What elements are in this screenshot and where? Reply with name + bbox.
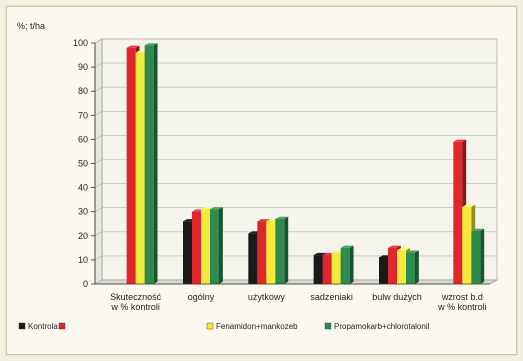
bar-front <box>340 247 350 284</box>
gridline-depth <box>94 279 103 285</box>
bar <box>210 207 223 284</box>
gridline-depth <box>94 111 103 116</box>
bar-top <box>201 207 214 210</box>
gridline-depth <box>94 86 103 92</box>
bar-front <box>406 252 415 284</box>
y-tick-label: 30 <box>78 207 88 217</box>
bar-top <box>210 207 223 210</box>
bar-top <box>275 216 289 219</box>
bar-top <box>144 43 158 46</box>
legend-item: Propamokarb+chlorotalonil <box>324 322 430 331</box>
legend-swatch <box>206 322 214 330</box>
x-tick-label: bulw dużych <box>372 292 422 302</box>
gridline-depth <box>94 207 103 212</box>
y-tick-label: 90 <box>78 62 88 72</box>
bar-top <box>340 245 354 248</box>
y-tick-label: 10 <box>78 255 88 265</box>
bar-top <box>126 45 140 48</box>
bar-front <box>126 47 136 284</box>
bar-front <box>379 257 388 284</box>
x-tick-label: wzrost b.d w % kontroli <box>437 292 487 312</box>
legend-label: Fenamidon+mankozeb <box>216 322 298 331</box>
gridline-depth <box>94 38 103 44</box>
legend-item <box>58 322 66 330</box>
bar <box>406 250 419 284</box>
y-tick-label: 40 <box>78 183 88 193</box>
bar-chart: 0 10 20 30 40 50 60 70 80 90 100 %; t/ha Skutecznoś… <box>17 21 499 331</box>
bar-front <box>471 230 481 284</box>
bar-front <box>266 221 276 284</box>
bar-side <box>349 245 354 284</box>
bar-front <box>192 211 201 284</box>
legend-swatch <box>58 322 66 330</box>
bar <box>275 216 289 284</box>
y-tick-label: 60 <box>78 134 88 144</box>
bar-front <box>183 221 192 284</box>
gridline-depth <box>94 231 103 237</box>
legend-swatch <box>18 322 26 330</box>
bar-top <box>257 219 271 222</box>
bar-side <box>284 216 289 284</box>
bar <box>471 228 485 284</box>
bar <box>340 245 354 284</box>
chart-frame: 0 10 20 30 40 50 60 70 80 90 100 %; t/ha Skutecznoś… <box>6 6 517 355</box>
legend-item: Fenamidon+mankozeb <box>206 322 298 331</box>
x-tick-label: Skuteczność w % kontroli <box>110 292 162 312</box>
y-tick-label: 50 <box>78 159 88 169</box>
bar-front <box>257 221 267 284</box>
bar-front <box>322 255 332 284</box>
bar <box>144 43 158 285</box>
legend-item: Kontrola <box>18 322 58 331</box>
y-axis-unit-label: %; t/ha <box>17 21 45 31</box>
bar-front <box>248 233 258 284</box>
gridline-depth <box>94 135 103 140</box>
legend-swatch <box>324 322 332 330</box>
y-tick-label: 80 <box>78 86 88 96</box>
bar-front <box>201 209 210 284</box>
bar-top <box>313 252 327 256</box>
bar-side <box>415 250 419 284</box>
gridline-depth <box>94 183 103 188</box>
bar-front <box>275 218 285 284</box>
bar-front <box>397 250 406 284</box>
bar-top <box>471 228 485 231</box>
bar-front <box>462 206 472 284</box>
bar-top <box>388 245 401 248</box>
x-tick-label: użytkowy <box>248 292 286 302</box>
bar-front <box>210 209 219 284</box>
legend-label: Kontrola <box>28 322 58 331</box>
x-tick-label: ogólny <box>188 292 215 302</box>
bar-top <box>406 250 419 253</box>
x-tick-label: sadzeniaki <box>310 292 353 302</box>
y-tick-label: 100 <box>73 38 88 48</box>
bar-side <box>153 43 158 285</box>
gridline-depth <box>94 62 103 68</box>
bar-front <box>313 255 323 284</box>
y-tick-label: 20 <box>78 231 88 241</box>
gridline-depth <box>94 159 103 164</box>
gridline-depth <box>94 255 103 261</box>
y-tick-label: 0 <box>83 279 88 289</box>
bar-front <box>453 141 463 284</box>
bar-front <box>331 252 341 284</box>
y-tick-label: 70 <box>78 110 88 120</box>
bar-front <box>388 247 397 284</box>
bar-top <box>453 139 467 142</box>
bar-top <box>397 248 410 251</box>
bar-front <box>144 45 154 284</box>
bar-front <box>135 52 145 284</box>
bar-side <box>480 228 485 284</box>
bar-top <box>462 204 476 207</box>
legend-label: Propamokarb+chlorotalonil <box>334 322 430 331</box>
bar-side <box>219 207 223 284</box>
